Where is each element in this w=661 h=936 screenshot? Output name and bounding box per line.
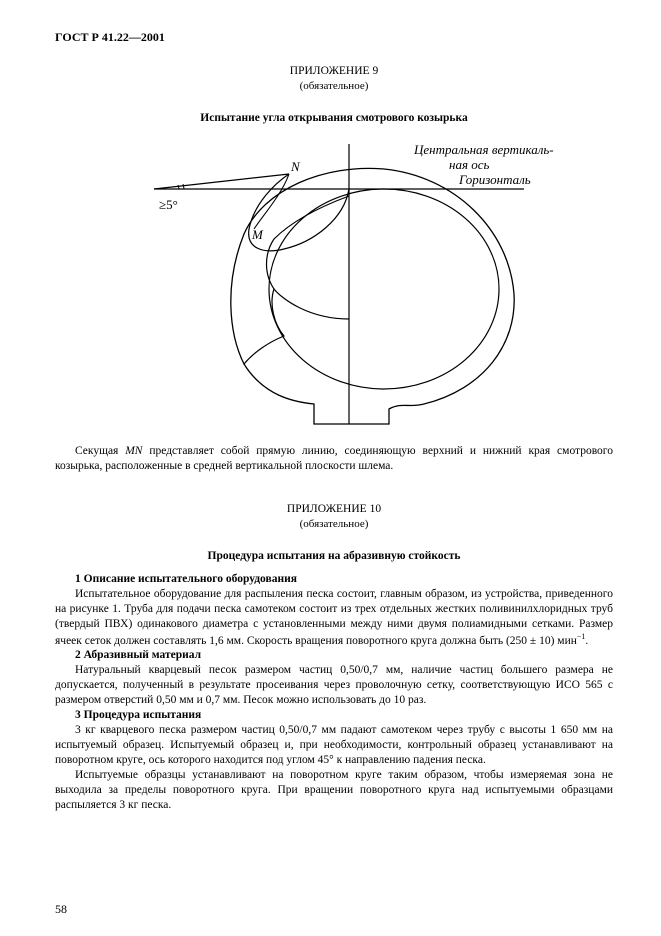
appendix-9-title: Испытание угла открывания смотрового коз… xyxy=(55,111,613,126)
label-vertical-axis-1: Центральная вертикаль- xyxy=(413,142,554,157)
angle-arc xyxy=(178,185,179,189)
sec1-heading: 1 Описание испытательного оборудования xyxy=(75,573,297,585)
caption-prefix: Секущая xyxy=(75,445,125,457)
helmet-outer-shell xyxy=(231,168,514,424)
visor-outline xyxy=(249,174,349,251)
document-identifier: ГОСТ Р 41.22—2001 xyxy=(55,30,613,46)
angle-arc-2 xyxy=(183,184,184,189)
label-n: N xyxy=(290,159,301,174)
appendix-9-mandatory: (обязательное) xyxy=(55,79,613,93)
helmet-svg: Центральная вертикаль- ная ось Горизонта… xyxy=(114,134,554,434)
sec2-text: Натуральный кварцевый песок размером час… xyxy=(55,663,613,708)
visor-secant xyxy=(254,174,289,229)
page-number: 58 xyxy=(55,902,67,918)
appendix-10-body: 1 Описание испытательного оборудования И… xyxy=(55,572,613,813)
sec3-heading: 3 Процедура испытания xyxy=(75,709,201,721)
chin-bar xyxy=(244,289,349,364)
caption-mn: MN xyxy=(125,445,142,457)
label-m: M xyxy=(251,227,264,242)
appendix-10-mandatory: (обязательное) xyxy=(55,517,613,531)
sec3-text-1: 3 кг кварцевого песка размером частиц 0,… xyxy=(55,723,613,768)
label-horizontal: Горизонталь xyxy=(458,172,531,187)
sec3-text-2: Испытуемые образцы устанавливают на пово… xyxy=(55,768,613,813)
face-opening xyxy=(267,196,350,289)
sec2-heading: 2 Абразивный материал xyxy=(75,649,201,661)
sec1-dot: . xyxy=(585,634,588,646)
label-vertical-axis-2: ная ось xyxy=(449,157,490,172)
document-page: ГОСТ Р 41.22—2001 ПРИЛОЖЕНИЕ 9 (обязател… xyxy=(0,0,661,936)
sight-line xyxy=(154,174,289,189)
appendix-9-number: ПРИЛОЖЕНИЕ 9 xyxy=(55,64,613,79)
helmet-diagram: Центральная вертикаль- ная ось Горизонта… xyxy=(55,134,613,434)
appendix-10-number: ПРИЛОЖЕНИЕ 10 xyxy=(55,502,613,517)
appendix-9-caption: Секущая MN представляет собой прямую лин… xyxy=(55,444,613,474)
head-ellipse xyxy=(269,189,499,389)
sec1-text: Испытательное оборудование для распылени… xyxy=(55,588,613,647)
appendix-10-title: Процедура испытания на абразивную стойко… xyxy=(55,549,613,564)
label-angle: ≥5° xyxy=(159,197,178,212)
